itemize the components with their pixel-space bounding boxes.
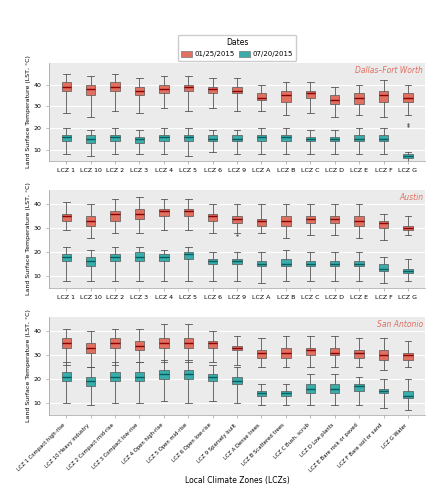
Bar bbox=[86, 376, 95, 386]
Bar bbox=[355, 262, 364, 266]
Bar bbox=[403, 93, 413, 102]
Bar bbox=[355, 384, 364, 391]
Bar bbox=[208, 214, 217, 221]
Bar bbox=[62, 214, 71, 221]
Bar bbox=[62, 254, 71, 262]
Bar bbox=[183, 338, 193, 348]
Bar bbox=[379, 264, 388, 271]
Bar bbox=[62, 372, 71, 382]
Text: Dallas–Fort Worth: Dallas–Fort Worth bbox=[355, 66, 423, 74]
Bar bbox=[110, 254, 120, 262]
Bar bbox=[379, 134, 388, 141]
Bar bbox=[159, 84, 169, 93]
Bar bbox=[306, 384, 315, 394]
Bar bbox=[232, 346, 242, 350]
Y-axis label: Land Surface Temperature (LST, °C): Land Surface Temperature (LST, °C) bbox=[26, 55, 31, 168]
Bar bbox=[86, 256, 95, 266]
Bar bbox=[257, 391, 266, 396]
Bar bbox=[208, 134, 217, 141]
Bar bbox=[62, 338, 71, 348]
Bar bbox=[86, 344, 95, 353]
Bar bbox=[62, 134, 71, 141]
Bar bbox=[232, 216, 242, 224]
Text: San Antonio: San Antonio bbox=[377, 320, 423, 329]
Bar bbox=[86, 84, 95, 96]
Bar bbox=[330, 262, 339, 266]
Bar bbox=[86, 216, 95, 226]
Bar bbox=[281, 348, 290, 358]
Bar bbox=[110, 134, 120, 141]
Bar bbox=[379, 221, 388, 228]
Y-axis label: Land Surface Temperature (LST, °C): Land Surface Temperature (LST, °C) bbox=[26, 310, 31, 422]
Bar bbox=[159, 134, 169, 141]
Bar bbox=[257, 93, 266, 100]
Bar bbox=[135, 209, 144, 218]
Bar bbox=[306, 262, 315, 266]
Bar bbox=[257, 134, 266, 141]
Bar bbox=[355, 216, 364, 226]
Bar bbox=[281, 134, 290, 141]
Bar bbox=[355, 350, 364, 358]
Bar bbox=[355, 134, 364, 141]
Bar bbox=[208, 86, 217, 93]
Bar bbox=[208, 341, 217, 348]
Bar bbox=[135, 86, 144, 96]
Bar bbox=[403, 353, 413, 360]
Bar bbox=[86, 134, 95, 143]
Bar bbox=[330, 96, 339, 104]
Bar bbox=[403, 154, 413, 158]
Bar bbox=[208, 374, 217, 382]
Bar bbox=[306, 136, 315, 141]
Bar bbox=[330, 216, 339, 224]
Bar bbox=[110, 212, 120, 221]
Bar bbox=[355, 93, 364, 104]
Bar bbox=[281, 216, 290, 226]
Bar bbox=[110, 82, 120, 91]
Bar bbox=[330, 348, 339, 355]
Bar bbox=[257, 350, 266, 358]
Bar bbox=[306, 348, 315, 355]
Bar bbox=[135, 252, 144, 262]
Legend: 01/25/2015, 07/20/2015: 01/25/2015, 07/20/2015 bbox=[178, 35, 296, 60]
Bar bbox=[135, 372, 144, 382]
Text: Austin: Austin bbox=[399, 193, 423, 202]
Bar bbox=[403, 391, 413, 398]
Bar bbox=[281, 91, 290, 102]
X-axis label: Local Climate Zones (LCZs): Local Climate Zones (LCZs) bbox=[185, 476, 290, 485]
Bar bbox=[379, 388, 388, 394]
Bar bbox=[232, 376, 242, 384]
Bar bbox=[232, 134, 242, 141]
Bar bbox=[232, 86, 242, 93]
Bar bbox=[281, 259, 290, 266]
Bar bbox=[306, 216, 315, 224]
Bar bbox=[281, 391, 290, 396]
Bar bbox=[232, 259, 242, 264]
Bar bbox=[257, 262, 266, 266]
Bar bbox=[208, 259, 217, 264]
Bar bbox=[159, 209, 169, 216]
Bar bbox=[379, 350, 388, 360]
Bar bbox=[183, 209, 193, 216]
Bar bbox=[183, 134, 193, 141]
Bar bbox=[330, 384, 339, 394]
Bar bbox=[110, 372, 120, 382]
Bar bbox=[403, 226, 413, 230]
Bar bbox=[330, 136, 339, 141]
Bar bbox=[159, 370, 169, 379]
Bar bbox=[183, 252, 193, 259]
Bar bbox=[379, 91, 388, 102]
Bar bbox=[183, 84, 193, 91]
Bar bbox=[135, 341, 144, 350]
Bar bbox=[110, 338, 120, 348]
Bar bbox=[159, 338, 169, 348]
Bar bbox=[159, 254, 169, 262]
Bar bbox=[403, 268, 413, 274]
Bar bbox=[62, 82, 71, 91]
Bar bbox=[257, 218, 266, 226]
Bar bbox=[135, 136, 144, 143]
Y-axis label: Land Surface Temperature (LST, °C): Land Surface Temperature (LST, °C) bbox=[26, 182, 31, 295]
Bar bbox=[183, 370, 193, 379]
Bar bbox=[306, 91, 315, 98]
